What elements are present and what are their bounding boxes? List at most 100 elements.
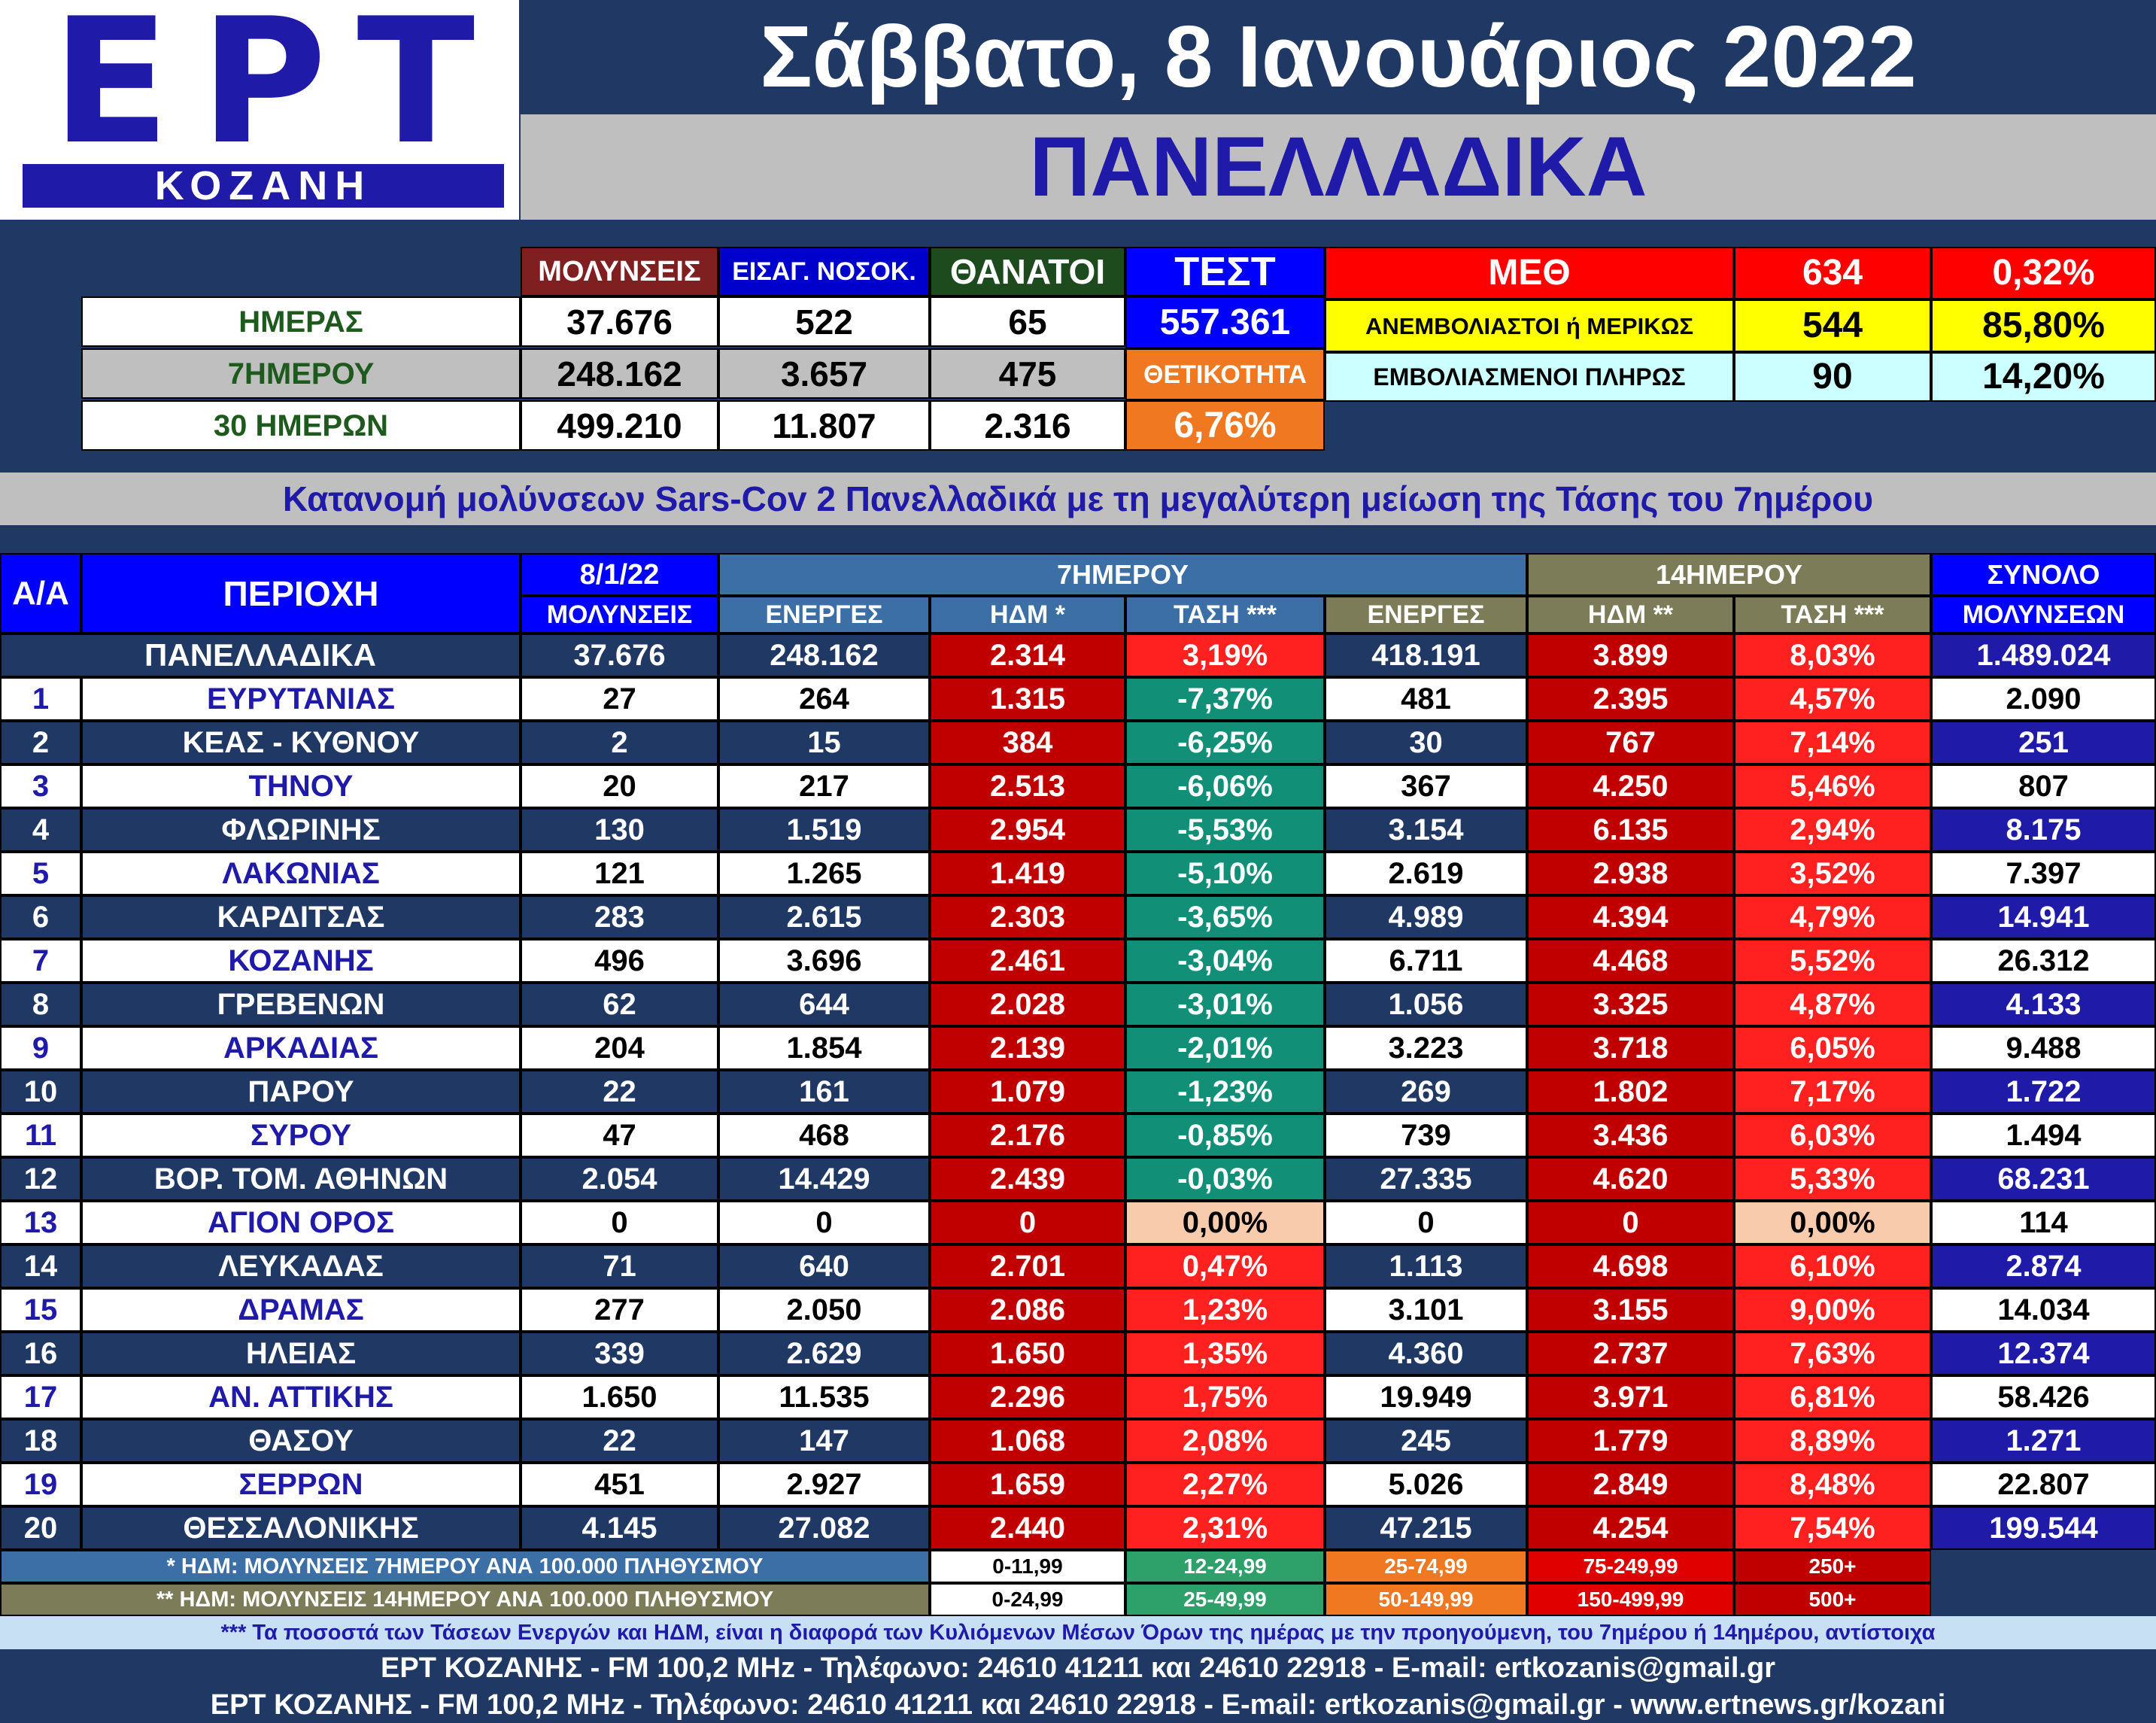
footer-contact-2: ΕΡΤ ΚΟΖΑΝΗΣ - FM 100,2 MHz - Τηλέφωνο: 2… bbox=[210, 1689, 1946, 1721]
table-row-total: 199.544 bbox=[1931, 1506, 2156, 1550]
table-row-hdm14: 4.250 bbox=[1527, 764, 1734, 808]
table-row-hdm7: 1.419 bbox=[930, 852, 1125, 895]
table-row-infections: 27 bbox=[521, 677, 718, 721]
header-aa: Α/Α bbox=[0, 553, 81, 634]
summary-value: 499.210 bbox=[521, 400, 718, 451]
table-row-active7: 264 bbox=[718, 677, 930, 721]
header-region: ΠΕΡΙΟΧΗ bbox=[81, 553, 521, 634]
header-14day: 14ΗΜΕΡΟΥ bbox=[1527, 553, 1931, 596]
table-row-hdm14: 1.779 bbox=[1527, 1419, 1734, 1463]
summary-value: 2.316 bbox=[930, 400, 1125, 451]
table-row-total: 22.807 bbox=[1931, 1463, 2156, 1506]
table-row-name: ΛΑΚΩΝΙΑΣ bbox=[81, 852, 521, 895]
table-row-hdm14: 4.394 bbox=[1527, 895, 1734, 939]
icu-pct: 14,20% bbox=[1931, 352, 2156, 402]
table-row-hdm14: 2.938 bbox=[1527, 852, 1734, 895]
table-row-hdm14: 3.971 bbox=[1527, 1375, 1734, 1419]
positivity-label: ΘΕΤΙΚΟΤΗΤΑ bbox=[1125, 348, 1325, 400]
summary-value: 11.807 bbox=[718, 400, 930, 451]
header-sub-hdm14: ΗΔΜ ** bbox=[1527, 596, 1734, 634]
table-row-aa: 13 bbox=[0, 1201, 81, 1244]
table-row-name: ΑΓΙΟΝ ΟΡΟΣ bbox=[81, 1201, 521, 1244]
table-row-trend7: -7,37% bbox=[1125, 677, 1325, 721]
summary-row-label: 30 ΗΜΕΡΩΝ bbox=[81, 400, 521, 451]
summary-col-header: ΘΑΝΑΤΟΙ bbox=[930, 247, 1125, 296]
table-row-infections: 4.145 bbox=[521, 1506, 718, 1550]
icu-count: 90 bbox=[1734, 352, 1931, 402]
table-row-trend7: 1,75% bbox=[1125, 1375, 1325, 1419]
table-row-trend7: 2,08% bbox=[1125, 1419, 1325, 1463]
summary-value: 3.657 bbox=[718, 348, 930, 399]
table-row-name: ΘΑΣΟΥ bbox=[81, 1419, 521, 1463]
table-row-hdm14: 4.620 bbox=[1527, 1157, 1734, 1201]
table-row-hdm7: 1.068 bbox=[930, 1419, 1125, 1463]
table-row-trend14: 6,81% bbox=[1734, 1375, 1931, 1419]
table-row-active14: 3.154 bbox=[1325, 808, 1527, 852]
icu-count: 634 bbox=[1734, 247, 1931, 299]
table-row-trend14: 4,79% bbox=[1734, 895, 1931, 939]
summary-value: 248.162 bbox=[521, 348, 718, 399]
table-row-aa: 2 bbox=[0, 721, 81, 764]
table-row-hdm7: 2.314 bbox=[930, 634, 1125, 677]
table-row-trend14: 7,14% bbox=[1734, 721, 1931, 764]
table-row-trend7: 0,47% bbox=[1125, 1244, 1325, 1288]
table-row-aa: 8 bbox=[0, 983, 81, 1026]
table-row-trend14: 7,17% bbox=[1734, 1070, 1931, 1114]
table-row-total: 807 bbox=[1931, 764, 2156, 808]
table-row-infections: 204 bbox=[521, 1026, 718, 1070]
table-row-aa: 20 bbox=[0, 1506, 81, 1550]
table-row-trend7: 3,19% bbox=[1125, 634, 1325, 677]
table-row-active14: 2.619 bbox=[1325, 852, 1527, 895]
table-row-total: 114 bbox=[1931, 1201, 2156, 1244]
table-row-infections: 283 bbox=[521, 895, 718, 939]
table-row-active7: 15 bbox=[718, 721, 930, 764]
table-row-name: ΒΟΡ. ΤΟΜ. ΑΘΗΝΩΝ bbox=[81, 1157, 521, 1201]
summary-value: 37.676 bbox=[521, 296, 718, 347]
table-row-infections: 37.676 bbox=[521, 634, 718, 677]
table-row-total: 68.231 bbox=[1931, 1157, 2156, 1201]
table-row-active7: 468 bbox=[718, 1114, 930, 1157]
table-row-active14: 5.026 bbox=[1325, 1463, 1527, 1506]
legend-range: 25-49,99 bbox=[1125, 1583, 1325, 1616]
table-row-aa: 19 bbox=[0, 1463, 81, 1506]
table-row-total: 8.175 bbox=[1931, 808, 2156, 852]
table-row-hdm7: 2.701 bbox=[930, 1244, 1125, 1288]
table-row-trend14: 7,54% bbox=[1734, 1506, 1931, 1550]
table-row-active7: 14.429 bbox=[718, 1157, 930, 1201]
table-row-active14: 3.223 bbox=[1325, 1026, 1527, 1070]
header-date: Σάββατο, 8 Ιανουάριος 2022 bbox=[760, 8, 1917, 105]
table-row-active7: 3.696 bbox=[718, 939, 930, 983]
legend-range: 12-24,99 bbox=[1125, 1550, 1325, 1583]
table-row-hdm14: 767 bbox=[1527, 721, 1734, 764]
table-row-active7: 2.615 bbox=[718, 895, 930, 939]
table-row-active7: 27.082 bbox=[718, 1506, 930, 1550]
table-row-total: 1.722 bbox=[1931, 1070, 2156, 1114]
table-row-active14: 27.335 bbox=[1325, 1157, 1527, 1201]
table-row-name: ΠΑΡΟΥ bbox=[81, 1070, 521, 1114]
icu-count: 544 bbox=[1734, 299, 1931, 352]
table-row-active14: 19.949 bbox=[1325, 1375, 1527, 1419]
table-row-infections: 1.650 bbox=[521, 1375, 718, 1419]
table-row-trend14: 4,57% bbox=[1734, 677, 1931, 721]
table-row-infections: 62 bbox=[521, 983, 718, 1026]
table-row-active14: 6.711 bbox=[1325, 939, 1527, 983]
table-row-total: 58.426 bbox=[1931, 1375, 2156, 1419]
table-row-active7: 147 bbox=[718, 1419, 930, 1463]
table-row-hdm14: 3.899 bbox=[1527, 634, 1734, 677]
table-row-name: ΔΡΑΜΑΣ bbox=[81, 1288, 521, 1332]
table-row-trend14: 2,94% bbox=[1734, 808, 1931, 852]
header-sub-trend: ΤΑΣΗ *** bbox=[1734, 596, 1931, 634]
icu-pct: 0,32% bbox=[1931, 247, 2156, 299]
table-row-active7: 2.927 bbox=[718, 1463, 930, 1506]
icu-label: ΕΜΒΟΛΙΑΣΜΕΝΟΙ ΠΛΗΡΩΣ bbox=[1325, 352, 1734, 402]
table-row-active7: 1.519 bbox=[718, 808, 930, 852]
table-row-trend7: 1,35% bbox=[1125, 1332, 1325, 1375]
table-row-aa: 12 bbox=[0, 1157, 81, 1201]
legend-label: ** ΗΔΜ: ΜΟΛΥΝΣΕΙΣ 14ΗΜΕΡΟΥ ΑΝΑ 100.000 Π… bbox=[0, 1583, 930, 1616]
table-row-aa: 5 bbox=[0, 852, 81, 895]
table-row-name: ΦΛΩΡΙΝΗΣ bbox=[81, 808, 521, 852]
table-row-total: 14.941 bbox=[1931, 895, 2156, 939]
positivity-value: 6,76% bbox=[1125, 400, 1325, 451]
table-row-trend14: 5,46% bbox=[1734, 764, 1931, 808]
table-row-hdm7: 2.176 bbox=[930, 1114, 1125, 1157]
